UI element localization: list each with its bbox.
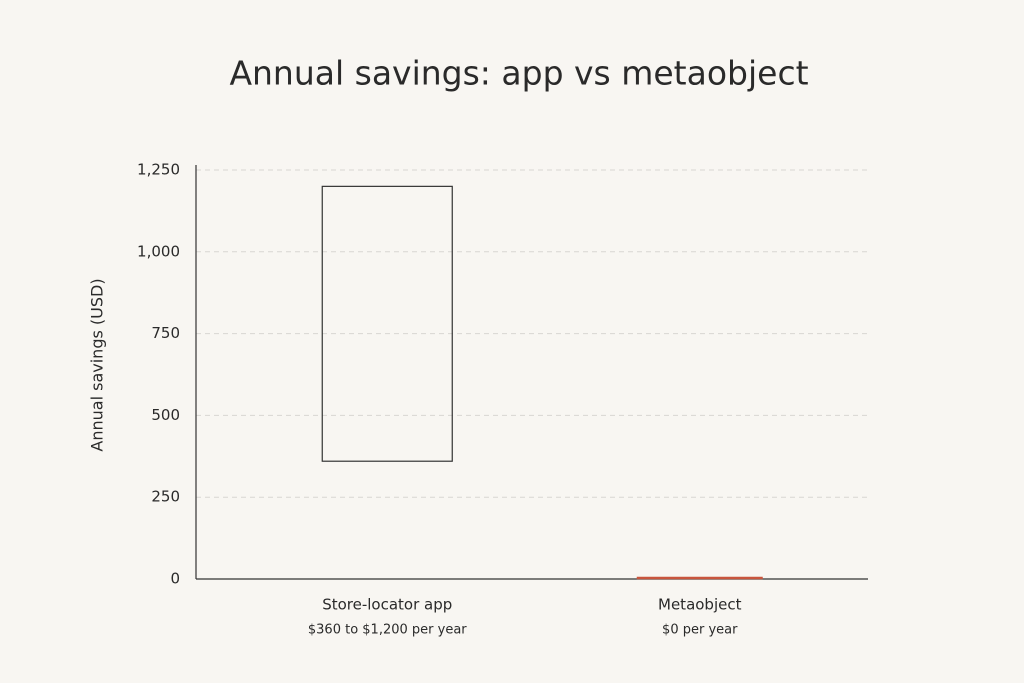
y-tick-label: 1,250 [137, 161, 180, 179]
y-tick-label: 250 [151, 488, 180, 506]
y-tick-label: 0 [170, 570, 180, 588]
x-tick-sublabel: $0 per year [662, 623, 738, 638]
range-bar [321, 185, 453, 462]
y-tick-label: 1,000 [137, 242, 180, 260]
x-tick-label: Store-locator app [322, 596, 452, 614]
x-tick-label: Metaobject [658, 596, 742, 614]
y-tick-label: 500 [151, 406, 180, 424]
chart-title: Annual savings: app vs metaobject [229, 54, 808, 93]
y-tick-label: 750 [151, 324, 180, 342]
y-axis-label: Annual savings (USD) [88, 278, 107, 451]
x-tick-sublabel: $360 to $1,200 per year [308, 623, 467, 638]
